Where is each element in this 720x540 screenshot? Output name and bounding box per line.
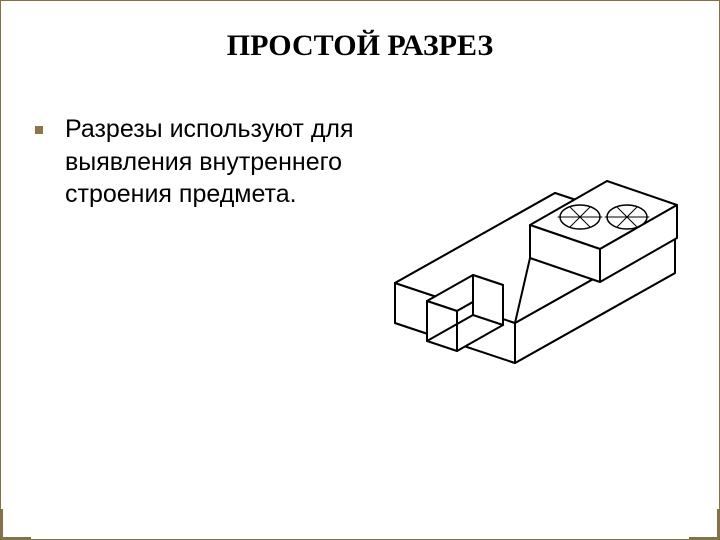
text-column: Разрезы используют для выявления внутрен… (35, 113, 355, 211)
corner-decoration-bl (1, 509, 31, 539)
corner-decoration-br (689, 509, 719, 539)
content-row: Разрезы используют для выявления внутрен… (1, 63, 719, 211)
isometric-diagram (375, 123, 695, 383)
page-title: ПРОСТОЙ РАЗРЕЗ (1, 1, 719, 63)
body-text: Разрезы используют для выявления внутрен… (65, 113, 355, 211)
bullet-icon (35, 126, 43, 134)
bullet-item: Разрезы используют для выявления внутрен… (35, 113, 355, 211)
diagram-column (355, 113, 699, 211)
